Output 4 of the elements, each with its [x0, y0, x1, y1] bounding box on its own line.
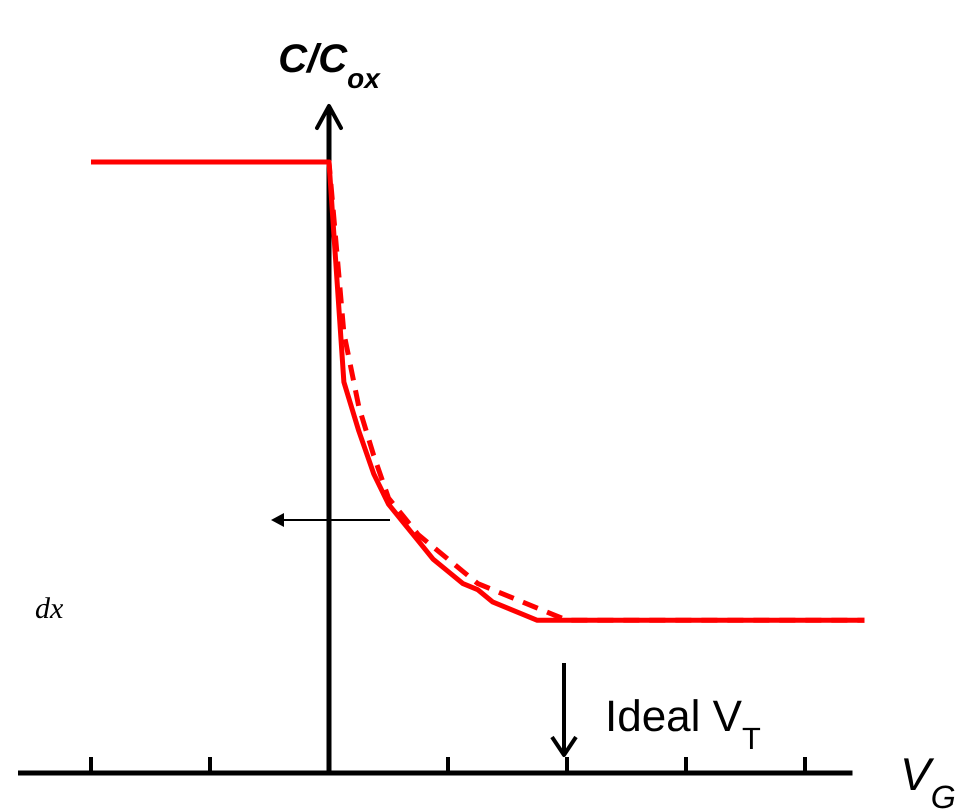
x-axis-title: V$_{G}$ [900, 748, 956, 811]
text: dx [35, 592, 64, 625]
annotation: Ideal V$_{T}$ [605, 692, 761, 756]
y-axis-title: C/C$_{ox}$ [278, 37, 382, 94]
